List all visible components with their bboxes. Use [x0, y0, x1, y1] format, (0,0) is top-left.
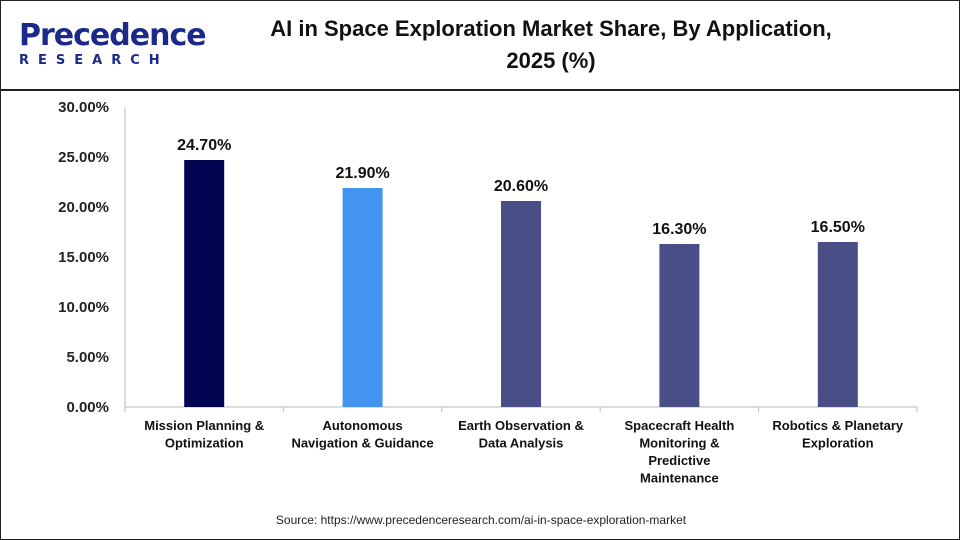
y-tick-label: 5.00%: [66, 349, 109, 366]
source-note: Source: https://www.precedenceresearch.c…: [275, 513, 687, 527]
precedence-research-logo: Precedence RESEARCH: [19, 18, 207, 69]
bar: [659, 244, 700, 407]
x-category-label: Mission Planning &: [144, 418, 264, 433]
x-category-label: Monitoring &: [639, 436, 719, 451]
chart-title-line2: 2025 (%): [506, 48, 596, 73]
logo-line1: Precedence: [19, 18, 207, 53]
x-category-label: Navigation & Guidance: [291, 436, 433, 451]
bar: [342, 188, 383, 407]
x-category-label: Autonomous: [323, 418, 403, 433]
x-category-label: Data Analysis: [479, 436, 564, 451]
bar: [184, 160, 225, 407]
x-category-label: Earth Observation &: [458, 418, 584, 433]
data-label: 24.70%: [177, 137, 231, 154]
data-label: 16.50%: [811, 219, 865, 236]
header-divider: [1, 89, 959, 91]
y-tick-label: 10.00%: [58, 299, 109, 316]
logo-line2: RESEARCH: [19, 53, 169, 68]
y-tick-label: 0.00%: [66, 399, 109, 416]
bar: [501, 201, 541, 407]
x-category-label: Optimization: [165, 436, 244, 451]
data-label: 20.60%: [494, 178, 548, 195]
x-category-label: Robotics & Planetary: [772, 418, 904, 433]
data-label: 16.30%: [652, 221, 706, 238]
x-category-label: Exploration: [802, 436, 874, 451]
x-category-label: Spacecraft Health: [624, 418, 734, 433]
x-category-label: Predictive: [648, 453, 710, 468]
y-tick-label: 25.00%: [58, 149, 109, 166]
y-tick-label: 30.00%: [58, 99, 109, 116]
bar: [817, 242, 858, 407]
data-label: 21.90%: [335, 165, 389, 182]
x-category-label: Maintenance: [640, 471, 719, 486]
chart-title: AI in Space Exploration Market Share, By…: [181, 13, 921, 77]
chart-title-line1: AI in Space Exploration Market Share, By…: [270, 16, 832, 41]
y-tick-label: 15.00%: [58, 249, 109, 266]
y-tick-label: 20.00%: [58, 199, 109, 216]
